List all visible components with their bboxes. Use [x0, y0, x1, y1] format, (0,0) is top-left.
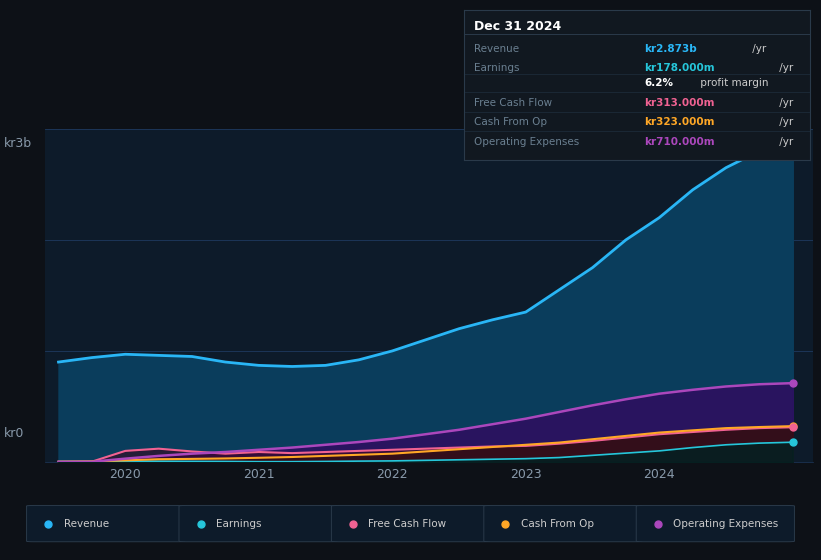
Text: kr710.000m: kr710.000m	[644, 137, 714, 147]
FancyBboxPatch shape	[636, 506, 795, 542]
Text: /yr: /yr	[776, 117, 793, 127]
Text: kr3b: kr3b	[4, 137, 32, 150]
Text: /yr: /yr	[750, 44, 767, 54]
Text: Cash From Op: Cash From Op	[521, 519, 594, 529]
Text: Dec 31 2024: Dec 31 2024	[475, 20, 562, 33]
Text: Operating Expenses: Operating Expenses	[475, 137, 580, 147]
Text: Revenue: Revenue	[63, 519, 108, 529]
Text: Operating Expenses: Operating Expenses	[673, 519, 778, 529]
Text: Cash From Op: Cash From Op	[475, 117, 548, 127]
FancyBboxPatch shape	[484, 506, 642, 542]
Text: Free Cash Flow: Free Cash Flow	[369, 519, 447, 529]
Text: kr178.000m: kr178.000m	[644, 63, 714, 73]
Text: Earnings: Earnings	[216, 519, 262, 529]
FancyBboxPatch shape	[179, 506, 337, 542]
Text: /yr: /yr	[776, 63, 793, 73]
Text: Free Cash Flow: Free Cash Flow	[475, 97, 553, 108]
Text: kr323.000m: kr323.000m	[644, 117, 714, 127]
FancyBboxPatch shape	[332, 506, 489, 542]
Text: 6.2%: 6.2%	[644, 78, 673, 88]
Text: Earnings: Earnings	[475, 63, 520, 73]
Text: kr2.873b: kr2.873b	[644, 44, 697, 54]
FancyBboxPatch shape	[26, 506, 185, 542]
Text: /yr: /yr	[776, 137, 793, 147]
Text: /yr: /yr	[776, 97, 793, 108]
Text: kr313.000m: kr313.000m	[644, 97, 714, 108]
Text: profit margin: profit margin	[697, 78, 768, 88]
Text: kr0: kr0	[4, 427, 25, 440]
Text: Revenue: Revenue	[475, 44, 520, 54]
